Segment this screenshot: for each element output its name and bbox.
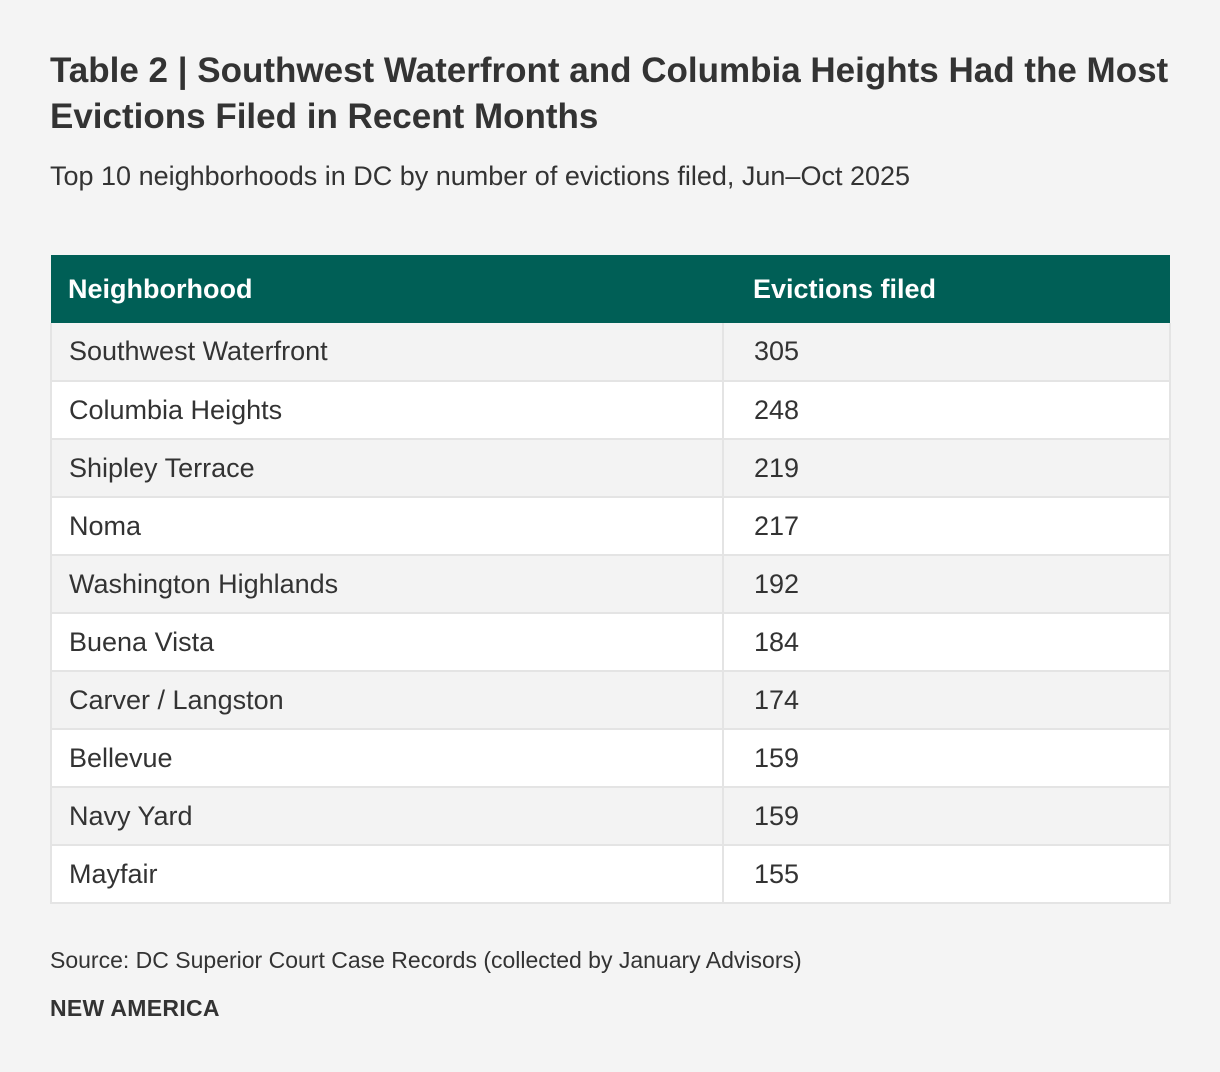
data-table: Neighborhood Evictions filed Southwest W… (50, 255, 1171, 904)
neighborhood-cell: Mayfair (51, 845, 723, 903)
table-row: Southwest Waterfront 305 (51, 323, 1170, 381)
evictions-filed-cell: 174 (723, 671, 1170, 729)
chart-title: Table 2 | Southwest Waterfront and Colum… (50, 48, 1180, 140)
neighborhood-cell: Carver / Langston (51, 671, 723, 729)
table-row: Shipley Terrace 219 (51, 439, 1170, 497)
table-row: Bellevue 159 (51, 729, 1170, 787)
table-header-row: Neighborhood Evictions filed (51, 255, 1170, 323)
table-row: Columbia Heights 248 (51, 381, 1170, 439)
evictions-filed-cell: 155 (723, 845, 1170, 903)
neighborhood-cell: Washington Highlands (51, 555, 723, 613)
chart-subtitle: Top 10 neighborhoods in DC by number of … (50, 157, 910, 195)
evictions-filed-cell: 159 (723, 729, 1170, 787)
neighborhood-cell: Shipley Terrace (51, 439, 723, 497)
evictions-filed-cell: 219 (723, 439, 1170, 497)
evictions-filed-cell: 159 (723, 787, 1170, 845)
table-body: Southwest Waterfront 305 Columbia Heights 2… (51, 323, 1170, 903)
table-row: Navy Yard 159 (51, 787, 1170, 845)
column-header-neighborhood: Neighborhood (51, 255, 723, 323)
evictions-filed-cell: 305 (723, 323, 1170, 381)
table-row: Buena Vista 184 (51, 613, 1170, 671)
brand-logo: NEW AMERICA (50, 992, 220, 1024)
table-row: Carver / Langston 174 (51, 671, 1170, 729)
neighborhood-cell: Columbia Heights (51, 381, 723, 439)
evictions-filed-cell: 184 (723, 613, 1170, 671)
evictions-filed-cell: 248 (723, 381, 1170, 439)
data-table-container: Neighborhood Evictions filed Southwest W… (50, 255, 1169, 904)
column-header-evictions-filed: Evictions filed (723, 255, 1170, 323)
table-row: Noma 217 (51, 497, 1170, 555)
neighborhood-cell: Southwest Waterfront (51, 323, 723, 381)
table-row: Mayfair 155 (51, 845, 1170, 903)
neighborhood-cell: Bellevue (51, 729, 723, 787)
evictions-filed-cell: 217 (723, 497, 1170, 555)
evictions-filed-cell: 192 (723, 555, 1170, 613)
table-row: Washington Highlands 192 (51, 555, 1170, 613)
neighborhood-cell: Navy Yard (51, 787, 723, 845)
table-header: Neighborhood Evictions filed (51, 255, 1170, 323)
neighborhood-cell: Noma (51, 497, 723, 555)
source-note: Source: DC Superior Court Case Records (… (50, 944, 802, 976)
neighborhood-cell: Buena Vista (51, 613, 723, 671)
